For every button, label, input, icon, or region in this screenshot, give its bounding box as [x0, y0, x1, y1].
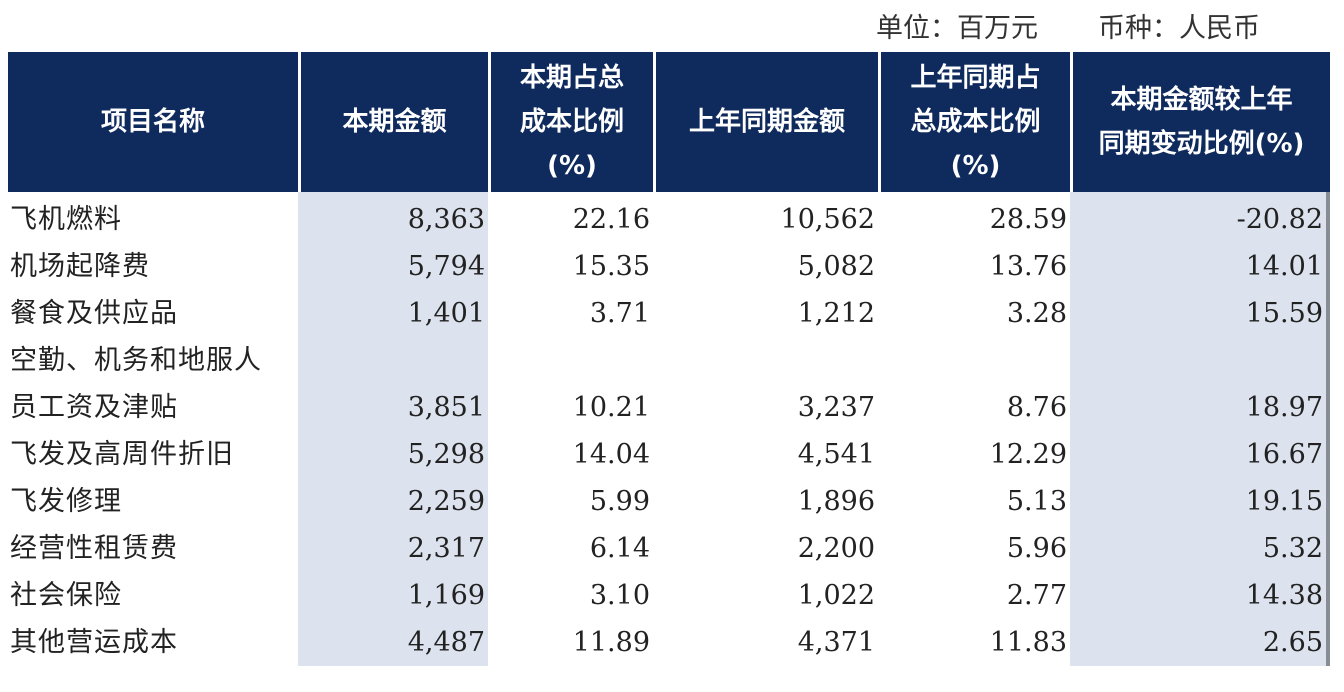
table-row: 经营性租赁费 2,317 6.14 2,200 5.96 5.32	[8, 525, 1330, 572]
row-name: 餐食及供应品	[10, 298, 178, 329]
row-change-pct: 15.59	[1070, 290, 1330, 337]
row-change-pct	[1070, 337, 1330, 384]
row-current-pct: 22.16	[572, 204, 650, 235]
row-change-pct: 2.65	[1070, 619, 1330, 666]
row-prior-amount: 4,541	[797, 439, 875, 470]
row-current-amount: 1,401	[298, 290, 488, 337]
row-prior-amount: 3,237	[797, 392, 875, 423]
header-line: 本期金额较上年	[1110, 85, 1293, 115]
table-row: 社会保险 1,169 3.10 1,022 2.77 14.38	[8, 572, 1330, 619]
header-item-name: 项目名称	[8, 52, 298, 192]
row-current-amount: 2,259	[298, 478, 488, 525]
header-line: 总成本比例	[910, 107, 1041, 137]
row-prior-pct: 28.59	[989, 204, 1067, 235]
row-prior-amount: 5,082	[797, 251, 875, 282]
row-change-pct: 18.97	[1070, 384, 1330, 431]
header-prior-pct: 上年同期占 总成本比例 (%)	[878, 52, 1070, 192]
unit-line: 单位：百万元 币种：人民币	[876, 6, 1260, 45]
row-name: 飞发及高周件折旧	[10, 439, 234, 470]
row-current-amount	[298, 337, 488, 384]
row-current-pct: 11.89	[572, 627, 650, 658]
table-row: 餐食及供应品 1,401 3.71 1,212 3.28 15.59	[8, 290, 1330, 337]
row-prior-amount: 4,371	[797, 627, 875, 658]
header-line: 项目名称	[100, 107, 205, 137]
row-name: 机场起降费	[10, 251, 150, 282]
row-prior-pct: 5.13	[1006, 486, 1067, 517]
header-line: 上年同期金额	[688, 107, 845, 137]
row-prior-amount: 1,896	[797, 486, 875, 517]
row-prior-pct: 13.76	[989, 251, 1067, 282]
row-current-amount: 8,363	[298, 192, 488, 243]
header-current-amount: 本期金额	[298, 52, 488, 192]
row-change-pct: 14.01	[1070, 243, 1330, 290]
row-name: 经营性租赁费	[10, 533, 178, 564]
header-line: 成本比例	[519, 107, 624, 137]
header-line: 同期变动比例(%)	[1098, 129, 1305, 159]
currency-label: 币种：人民币	[1098, 13, 1260, 44]
header-line: 上年同期占	[910, 63, 1041, 93]
table-row: 其他营运成本 4,487 11.89 4,371 11.83 2.65	[8, 619, 1330, 666]
row-change-pct: 16.67	[1070, 431, 1330, 478]
row-current-amount: 1,169	[298, 572, 488, 619]
row-prior-amount: 2,200	[797, 533, 875, 564]
row-change-pct: -20.82	[1070, 192, 1330, 243]
row-change-pct: 19.15	[1070, 478, 1330, 525]
row-name: 社会保险	[10, 580, 122, 611]
row-current-pct: 3.71	[589, 298, 650, 329]
row-current-amount: 2,317	[298, 525, 488, 572]
header-line: 本期金额	[342, 107, 447, 137]
row-name: 员工资及津贴	[10, 392, 178, 423]
row-current-pct: 14.04	[572, 439, 650, 470]
row-prior-pct: 8.76	[1006, 392, 1067, 423]
row-prior-amount: 1,022	[797, 580, 875, 611]
row-prior-pct: 3.28	[1006, 298, 1067, 329]
table-header: 项目名称 本期金额 本期占总 成本比例 (%) 上年同期金额 上年同期占 总成本…	[8, 52, 1330, 192]
row-name: 其他营运成本	[10, 627, 178, 658]
row-current-pct: 6.14	[589, 533, 650, 564]
row-prior-pct: 11.83	[989, 627, 1067, 658]
row-prior-pct: 2.77	[1006, 580, 1067, 611]
header-line: (%)	[950, 151, 1001, 181]
row-change-pct: 14.38	[1070, 572, 1330, 619]
header-current-pct: 本期占总 成本比例 (%)	[488, 52, 653, 192]
table-row: 员工资及津贴 3,851 10.21 3,237 8.76 18.97	[8, 384, 1330, 431]
table-row: 飞发修理 2,259 5.99 1,896 5.13 19.15	[8, 478, 1330, 525]
header-line: (%)	[547, 151, 597, 181]
header-prior-amount: 上年同期金额	[653, 52, 878, 192]
row-prior-amount: 10,562	[780, 204, 875, 235]
table-row: 空勤、机务和地服人	[8, 337, 1330, 384]
table-row: 飞发及高周件折旧 5,298 14.04 4,541 12.29 16.67	[8, 431, 1330, 478]
row-name: 飞机燃料	[10, 204, 122, 235]
row-current-amount: 3,851	[298, 384, 488, 431]
row-current-amount: 5,794	[298, 243, 488, 290]
row-current-pct: 10.21	[572, 392, 650, 423]
row-prior-pct	[878, 337, 1070, 384]
table-row: 飞机燃料 8,363 22.16 10,562 28.59 -20.82	[8, 192, 1330, 243]
table-body: 飞机燃料 8,363 22.16 10,562 28.59 -20.82 机场起…	[8, 192, 1330, 666]
row-current-pct: 5.99	[589, 486, 650, 517]
cost-table: 项目名称 本期金额 本期占总 成本比例 (%) 上年同期金额 上年同期占 总成本…	[8, 52, 1330, 666]
row-prior-pct: 12.29	[989, 439, 1067, 470]
row-prior-amount: 1,212	[797, 298, 875, 329]
header-line: 本期占总	[519, 63, 624, 93]
row-current-amount: 5,298	[298, 431, 488, 478]
row-current-pct: 15.35	[572, 251, 650, 282]
row-current-pct: 3.10	[589, 580, 650, 611]
row-name: 空勤、机务和地服人	[10, 345, 262, 376]
row-change-pct: 5.32	[1070, 525, 1330, 572]
row-prior-amount	[653, 337, 878, 384]
unit-label: 单位：百万元	[876, 13, 1038, 44]
header-change-pct: 本期金额较上年 同期变动比例(%)	[1070, 52, 1330, 192]
row-current-amount: 4,487	[298, 619, 488, 666]
row-prior-pct: 5.96	[1006, 533, 1067, 564]
table-row: 机场起降费 5,794 15.35 5,082 13.76 14.01	[8, 243, 1330, 290]
row-current-pct	[488, 337, 653, 384]
row-name: 飞发修理	[10, 486, 122, 517]
